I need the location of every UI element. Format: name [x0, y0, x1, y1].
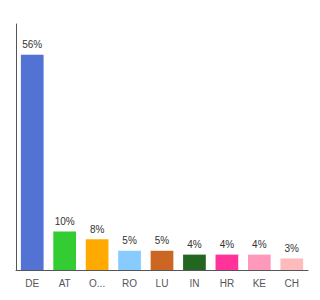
svg-text:5%: 5%	[155, 235, 170, 246]
svg-text:4%: 4%	[220, 239, 235, 250]
svg-text:8%: 8%	[90, 224, 105, 235]
svg-text:LU: LU	[156, 278, 169, 289]
svg-text:CH: CH	[285, 278, 299, 289]
svg-text:4%: 4%	[252, 239, 267, 250]
svg-text:O...: O...	[89, 278, 105, 289]
svg-text:4%: 4%	[187, 239, 202, 250]
svg-text:IN: IN	[189, 278, 199, 289]
svg-text:5%: 5%	[122, 235, 137, 246]
svg-text:3%: 3%	[285, 243, 300, 254]
svg-text:KE: KE	[253, 278, 267, 289]
svg-text:56%: 56%	[22, 39, 42, 50]
svg-text:HR: HR	[220, 278, 234, 289]
svg-text:10%: 10%	[55, 216, 75, 227]
svg-text:AT: AT	[59, 278, 71, 289]
svg-text:DE: DE	[25, 278, 39, 289]
svg-text:RO: RO	[122, 278, 137, 289]
